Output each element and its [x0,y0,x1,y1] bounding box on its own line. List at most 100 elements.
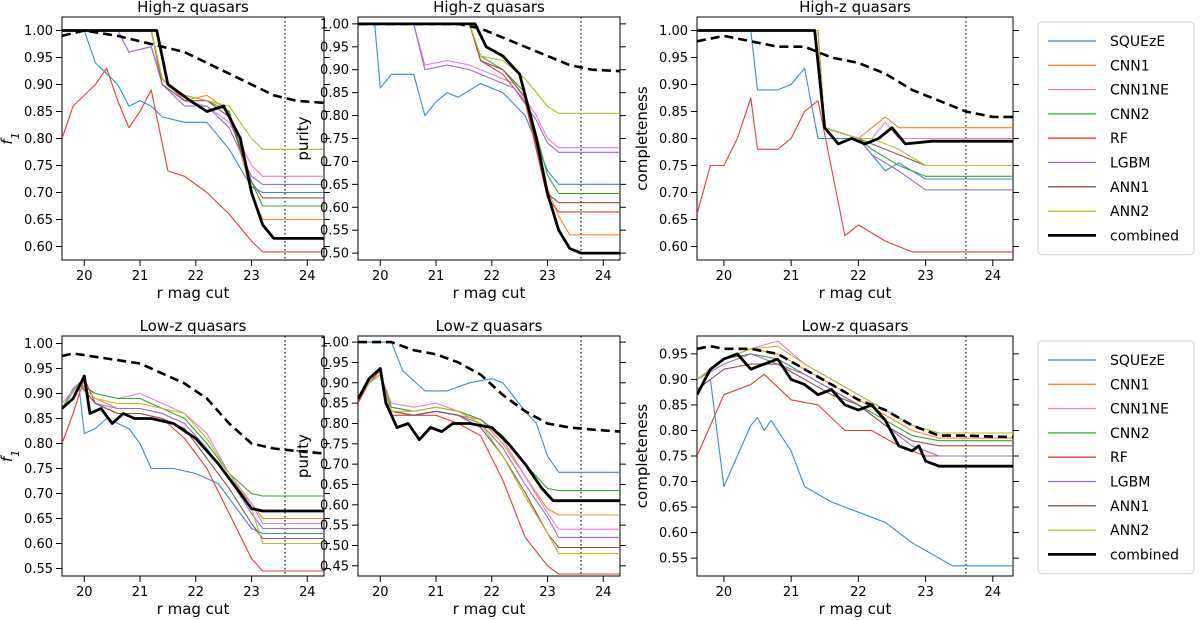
y-tick-label: 0.80 [24,132,53,147]
y-tick-label: 0.95 [659,51,688,66]
series-line-upper-bound [62,29,324,105]
x-tick-label: 22 [850,585,867,600]
y-tick-label: 0.70 [320,458,349,473]
y-tick-label: 0.95 [24,362,53,377]
series-line-squeze [697,29,1013,180]
x-tick-label: 20 [716,585,733,600]
y-tick-label: 0.65 [659,213,688,228]
series-group [358,340,620,575]
y-axis-label-sub: 1 [9,450,22,457]
y-axis-label: completeness [633,86,651,191]
series-line-upper-bound [62,352,324,455]
y-tick-label: 0.70 [659,475,688,490]
y-tick-label: 0.85 [659,398,688,413]
y-tick-label: 0.60 [659,240,688,255]
x-tick-label: 20 [76,585,93,600]
x-tick-label: 24 [985,269,1002,284]
y-tick-label: 0.95 [659,347,688,362]
y-tick-label: 1.00 [24,24,53,39]
y-tick-label: 0.90 [659,78,688,93]
series-line-lgbm [358,23,620,153]
chart-title: High-z quasars [433,0,545,16]
x-tick-label: 23 [917,585,934,600]
legend-label-cnn2: CNN2 [1110,426,1150,442]
y-tick-label: 0.65 [320,178,349,193]
x-tick-label: 22 [188,269,205,284]
series-line-ann1 [697,363,1013,447]
y-axis-label-main: f [0,454,16,462]
legend-bottom: SQUEzE CNN1 CNN1NE CNN2 RF LGBM ANN1 ANN2 combin… [1037,340,1195,575]
y-tick-label: 0.80 [320,417,349,432]
series-line-ann2 [697,345,1013,434]
y-tick-label: 0.65 [659,501,688,516]
axes-frame [61,335,325,577]
series-line-squeze [62,29,324,194]
y-tick-label: 0.65 [320,478,349,493]
legend-label-combined: combined [1110,547,1179,563]
y-tick-label: 0.70 [24,186,53,201]
series-line-rf [62,67,324,253]
series-line-upper-bound [358,22,620,73]
series-line-ann2 [62,29,324,150]
x-tick-label: 24 [595,585,612,600]
y-tick-label: 0.70 [24,487,53,502]
y-tick-label: 1.00 [320,336,349,351]
y-tick-label: 0.60 [320,201,349,216]
legend-label-rf: RF [1110,131,1128,147]
x-tick-label: 24 [299,269,316,284]
legend-label-ann2: ANN2 [1110,204,1149,220]
chart-panel-4: 20 21 22 23 24 0.55 0.60 0.65 0.70 0.75 0.80 0.85 0.… [0,317,330,618]
y-tick-label: 0.85 [24,412,53,427]
chart-panel-6: 20 21 22 23 24 0.55 0.60 0.65 0.70 0.75 0.80 0.85 0.… [633,317,1019,618]
y-tick-label: 1.00 [659,24,688,39]
x-tick-label: 21 [132,585,149,600]
y-axis-label: purity [294,434,312,478]
y-axis-label-main: f [0,137,16,145]
y-axis-label: f1 [0,132,22,144]
series-group [62,29,324,253]
y-tick-label: 0.70 [659,186,688,201]
y-tick-label: 0.60 [24,240,53,255]
x-tick-label: 23 [243,269,260,284]
legend-label-rf: RF [1110,450,1128,466]
chart-title: High-z quasars [799,0,911,16]
series-line-lgbm [62,29,324,185]
y-tick-label: 1.00 [320,17,349,32]
y-tick-label: 0.85 [659,105,688,120]
x-axis-label: r mag cut [157,600,230,618]
x-tick-label: 21 [783,269,800,284]
y-axis-label: f1 [0,450,22,462]
x-tick-label: 24 [299,585,316,600]
x-tick-label: 20 [372,269,389,284]
y-tick-label: 1.00 [24,337,53,352]
series-line-ann2 [697,29,1013,167]
x-axis-label: r mag cut [453,600,526,618]
x-tick-label: 23 [539,269,556,284]
series-line-combined [358,22,620,255]
y-tick-label: 0.45 [320,559,349,574]
x-tick-label: 21 [132,269,149,284]
y-tick-label: 0.65 [24,512,53,527]
legend-top: SQUEzE CNN1 CNN1NE CNN2 RF LGBM ANN1 ANN2 combin… [1037,21,1195,256]
x-tick-label: 20 [372,585,389,600]
series-line-upper-bound [358,340,620,433]
series-line-cnn2 [62,382,324,497]
legend-label-lgbm: LGBM [1110,156,1150,172]
y-tick-label: 0.90 [320,63,349,78]
series-line-rf [697,97,1013,253]
x-tick-label: 20 [76,269,93,284]
series-line-cnn1ne [358,23,620,149]
series-line-squeze [62,382,324,535]
x-axis-label: r mag cut [453,284,526,302]
x-tick-label: 24 [595,269,612,284]
x-tick-label: 21 [428,585,445,600]
y-tick-label: 0.75 [659,450,688,465]
y-tick-label: 0.85 [24,105,53,120]
chart-panel-2: 20 21 22 23 24 0.50 0.55 0.60 0.65 0.70 0.75 0.80 0.… [294,0,626,302]
x-tick-label: 23 [917,269,934,284]
y-tick-label: 0.95 [24,51,53,66]
x-axis-label: r mag cut [819,600,892,618]
y-tick-label: 0.85 [320,86,349,101]
y-tick-label: 0.50 [320,247,349,262]
